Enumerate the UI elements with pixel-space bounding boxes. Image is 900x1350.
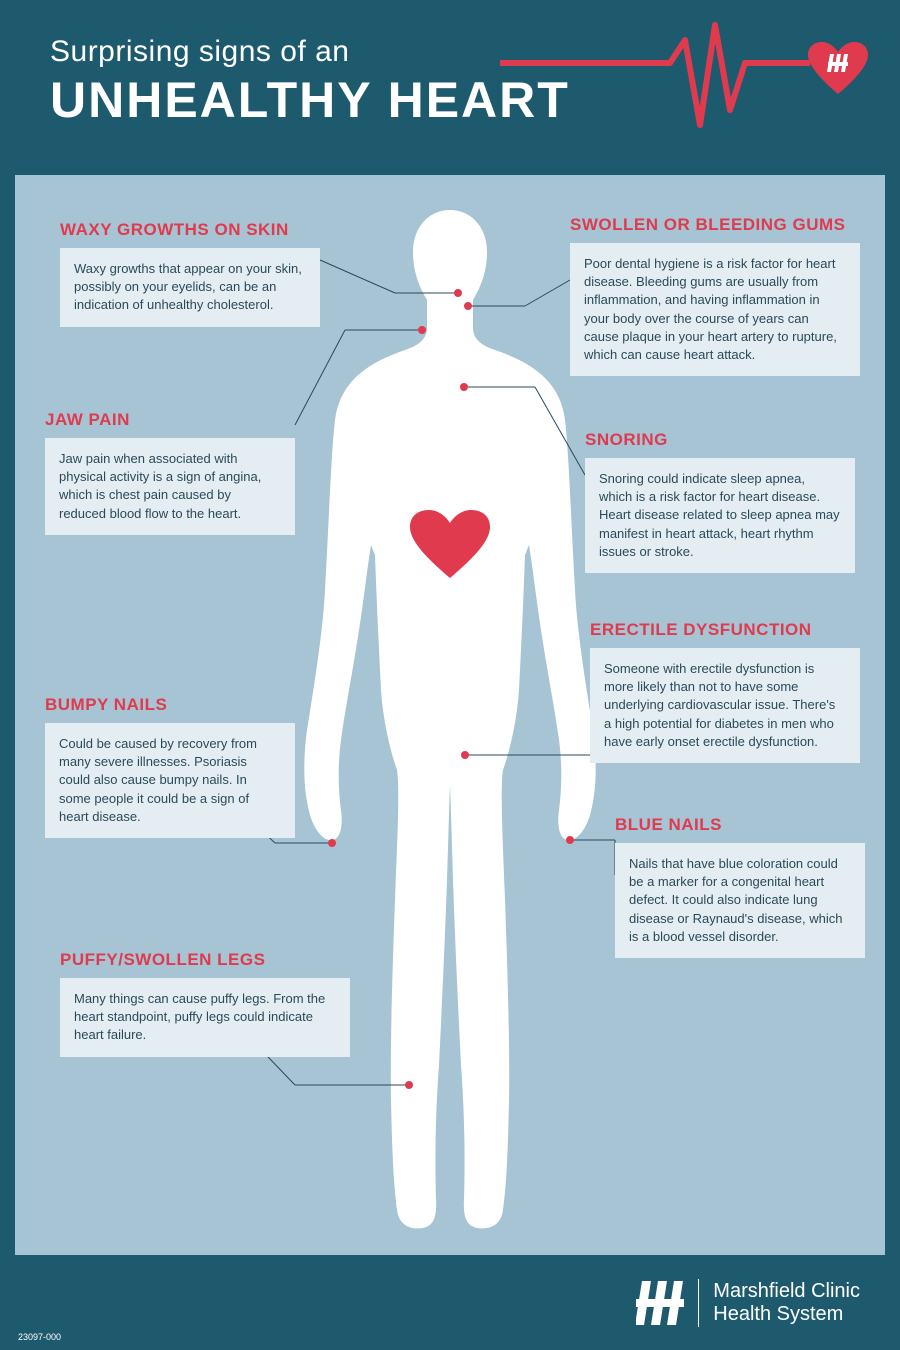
callout-body: Snoring could indicate sleep apnea, whic… xyxy=(585,458,855,573)
callout-erectile-dysfunction: ERECTILE DYSFUNCTION Someone with erecti… xyxy=(590,620,860,763)
callout-dot xyxy=(461,751,469,759)
callout-jaw-pain: JAW PAIN Jaw pain when associated with p… xyxy=(45,410,295,535)
callout-title: ERECTILE DYSFUNCTION xyxy=(590,620,860,640)
callout-dot xyxy=(405,1081,413,1089)
footer: Marshfield Clinic Health System 23097-00… xyxy=(0,1255,900,1350)
body-silhouette xyxy=(285,210,615,1230)
callout-puffy-legs: PUFFY/SWOLLEN LEGS Many things can cause… xyxy=(60,950,350,1057)
callout-body: Waxy growths that appear on your skin, p… xyxy=(60,248,320,327)
callout-dot xyxy=(328,839,336,847)
callout-title: JAW PAIN xyxy=(45,410,295,430)
callout-title: BLUE NAILS xyxy=(615,815,865,835)
callout-body: Someone with erectile dysfunction is mor… xyxy=(590,648,860,763)
callout-bumpy-nails: BUMPY NAILS Could be caused by recovery … xyxy=(45,695,295,838)
footer-brand-text: Marshfield Clinic Health System xyxy=(713,1280,860,1326)
callout-blue-nails: BLUE NAILS Nails that have blue colorati… xyxy=(615,815,865,958)
callout-body: Nails that have blue coloration could be… xyxy=(615,843,865,958)
heart-icon xyxy=(410,510,490,582)
callout-dot xyxy=(566,836,574,844)
callout-dot xyxy=(464,302,472,310)
brand-logo-icon xyxy=(636,1279,684,1327)
callout-swollen-gums: SWOLLEN OR BLEEDING GUMS Poor dental hyg… xyxy=(570,215,860,376)
footer-logo: Marshfield Clinic Health System xyxy=(636,1279,860,1327)
footer-divider xyxy=(698,1279,699,1327)
callout-title: SNORING xyxy=(585,430,855,450)
heart-logo-icon xyxy=(808,42,868,97)
callout-body: Many things can cause puffy legs. From t… xyxy=(60,978,350,1057)
brand-line-1: Marshfield Clinic xyxy=(713,1280,860,1303)
callout-title: WAXY GROWTHS ON SKIN xyxy=(60,220,320,240)
callout-body: Jaw pain when associated with physical a… xyxy=(45,438,295,535)
content-area: WAXY GROWTHS ON SKIN Waxy growths that a… xyxy=(15,175,885,1255)
footer-code: 23097-000 xyxy=(18,1332,61,1342)
callout-dot xyxy=(418,326,426,334)
callout-dot xyxy=(454,289,462,297)
callout-snoring: SNORING Snoring could indicate sleep apn… xyxy=(585,430,855,573)
brand-line-2: Health System xyxy=(713,1303,860,1326)
callout-title: BUMPY NAILS xyxy=(45,695,295,715)
callout-waxy-growths: WAXY GROWTHS ON SKIN Waxy growths that a… xyxy=(60,220,320,327)
callout-body: Poor dental hygiene is a risk factor for… xyxy=(570,243,860,376)
header: Surprising signs of an UNHEALTHY HEART xyxy=(0,0,900,175)
callout-dot xyxy=(460,383,468,391)
callout-title: PUFFY/SWOLLEN LEGS xyxy=(60,950,350,970)
callout-body: Could be caused by recovery from many se… xyxy=(45,723,295,838)
callout-title: SWOLLEN OR BLEEDING GUMS xyxy=(570,215,860,235)
